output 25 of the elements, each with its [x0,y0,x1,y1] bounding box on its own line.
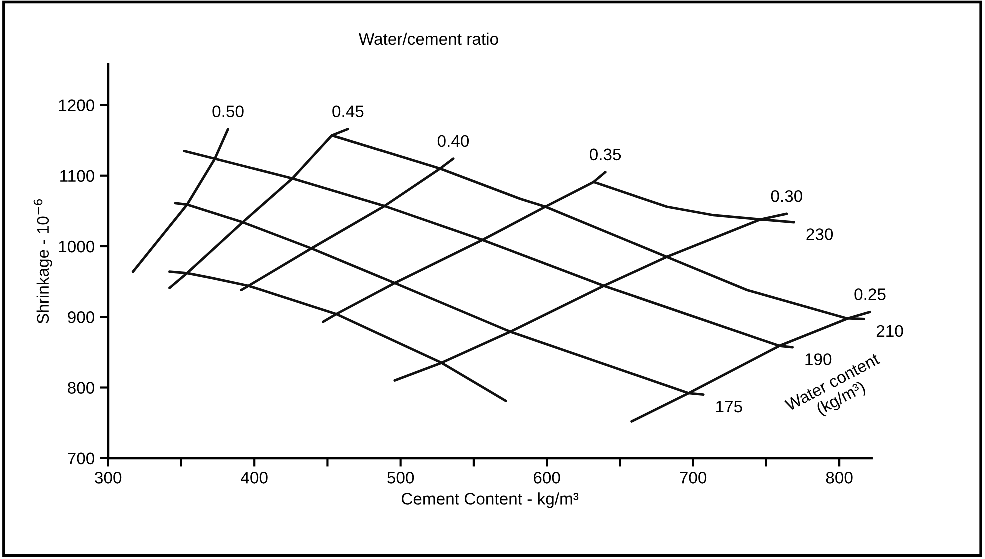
text: Water/cement ratio [358,32,498,46]
x-tick-label: 400 [241,472,268,484]
y-tick-label: 900 [68,312,95,324]
x-axis-title: Cement Content - kg/m³ [402,492,579,508]
series-label: 190 [806,354,832,366]
y-tick-label: 700 [68,452,95,465]
x-tick-label: 600 [534,472,560,484]
x-tick-label: 800 [826,472,853,484]
series-label: 0.40 [438,135,470,148]
series-label: 0.50 [212,106,244,118]
x-tick-label: 700 [680,472,707,484]
series-label: 175 [716,401,742,413]
series-label: 210 [876,325,904,338]
series-label: 0.30 [771,190,802,202]
series-label: 230 [806,228,834,240]
series-label: 0.45 [332,106,364,118]
y-axis-title: Shrinkage - 10$^{−6}$ [34,199,52,324]
series-label: 0.35 [590,148,622,161]
y-tick-label: 800 [68,382,95,394]
y-tick-label: 1000 [59,240,95,253]
y-tick-label: 1100 [60,170,95,182]
y-tick-label: 1200 [59,100,95,112]
x-tick-label: 500 [388,472,414,484]
series-label: 0.25 [854,288,886,300]
x-tick-label: 300 [95,472,122,484]
